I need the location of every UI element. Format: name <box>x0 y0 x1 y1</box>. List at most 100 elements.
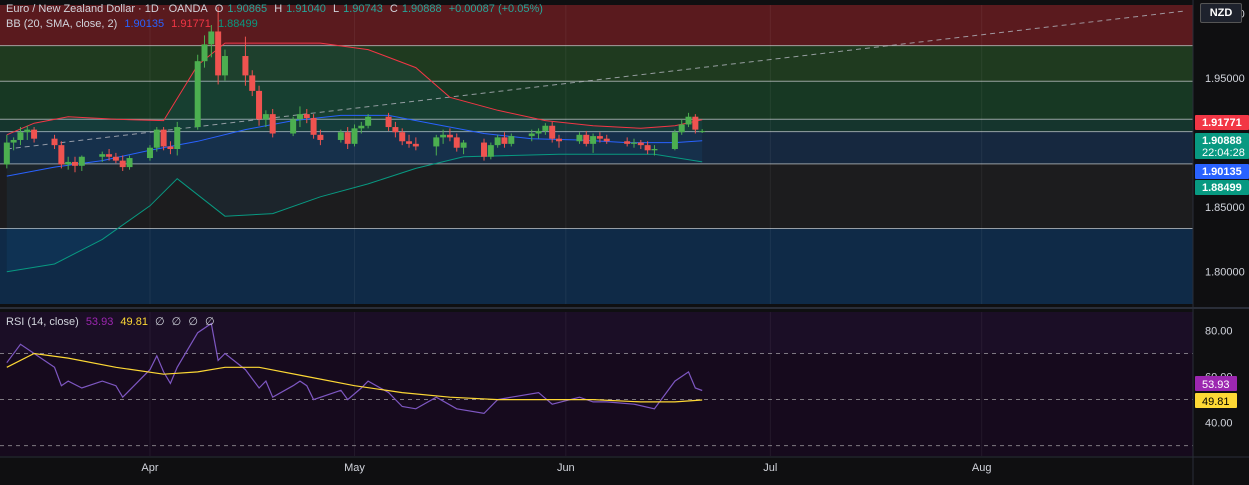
bb-lower-line <box>6 153 703 273</box>
candle-body <box>344 132 351 144</box>
bb-label: BB (20, SMA, close, 2) <box>6 18 118 30</box>
candle <box>453 133 460 152</box>
high-label: H <box>274 3 283 15</box>
candle <box>692 114 699 134</box>
candle <box>310 114 317 139</box>
time-tick-label: Jun <box>557 462 575 474</box>
candle <box>501 132 508 148</box>
high-value: 1.91040 <box>286 3 326 15</box>
bb-basis-line <box>6 114 703 177</box>
price-tag-label: 1.90135 <box>1202 166 1242 178</box>
bb-basis-value: 1.90135 <box>124 18 165 30</box>
rsi-ma-value: 49.81 <box>120 316 148 328</box>
rsi-extra: ∅ <box>188 316 198 328</box>
bb-lower-value: 1.88499 <box>217 18 258 30</box>
candle <box>146 145 153 161</box>
candle-body <box>481 142 488 157</box>
candle-body <box>290 119 297 134</box>
candle-body <box>337 132 344 140</box>
bb-upper-value: 1.91771 <box>171 18 211 30</box>
price-tag-box <box>1195 133 1249 159</box>
candle <box>385 112 392 131</box>
price-tag-label: 1.88499 <box>1202 182 1242 194</box>
rsi-legend[interactable]: RSI (14, close) 53.93 49.81 ∅ ∅ ∅ ∅ <box>6 315 219 328</box>
rsi-extra: ∅ <box>171 316 182 328</box>
candle <box>153 127 160 152</box>
candle <box>119 155 126 171</box>
price-tick-label: 1.95000 <box>1205 73 1245 85</box>
candle <box>3 134 10 169</box>
candle <box>174 121 181 156</box>
candle-body <box>453 137 460 148</box>
candle-body <box>651 149 658 151</box>
candle-body <box>494 137 501 146</box>
candle <box>583 130 590 147</box>
candle-body <box>269 114 276 134</box>
rsi-tag-box <box>1195 376 1237 391</box>
candle-body <box>106 154 113 157</box>
price-tag-label: 1.91771 <box>1202 117 1242 129</box>
candle <box>624 137 631 147</box>
candle-body <box>24 129 31 133</box>
price-zone <box>0 45 1193 82</box>
candle <box>358 121 365 134</box>
rsi-extra: ∅ <box>155 316 165 328</box>
candle-body <box>119 160 126 168</box>
candle <box>460 139 467 155</box>
bb-legend[interactable]: BB (20, SMA, close, 2) 1.90135 1.91771 1… <box>6 18 262 30</box>
candle-body <box>310 118 317 135</box>
rsi-tick-label: 80.00 <box>1205 325 1233 337</box>
candle-body <box>153 129 160 148</box>
candle <box>494 134 501 148</box>
candle <box>651 145 658 156</box>
rsi-tag-box <box>1195 393 1237 408</box>
candle-body <box>433 137 440 147</box>
open-value: 1.90865 <box>227 3 268 15</box>
ohlc-high: H 1.91040 <box>274 3 326 15</box>
candle-body <box>262 114 269 120</box>
candle <box>699 129 706 133</box>
candle-body <box>406 141 413 144</box>
rsi-tag-label: 49.81 <box>1202 396 1230 408</box>
candle <box>556 134 563 148</box>
candle <box>344 127 351 150</box>
price-zone <box>0 119 1193 132</box>
candle-body <box>249 75 256 91</box>
candle <box>433 134 440 156</box>
candle <box>412 137 419 151</box>
bb-upper-line <box>6 42 703 136</box>
candle-body <box>160 129 167 147</box>
candle-body <box>678 124 685 133</box>
candle <box>337 129 344 143</box>
candle <box>106 149 113 161</box>
candle <box>549 121 556 143</box>
close-label: C <box>389 3 398 15</box>
currency-button[interactable]: NZD <box>1200 3 1242 23</box>
time-tick-label: May <box>344 462 365 474</box>
candle-body <box>78 156 85 166</box>
candle-body <box>603 138 610 142</box>
candle-body <box>692 116 699 130</box>
symbol-legend[interactable]: Euro / New Zealand Dollar · 1D · OANDA O… <box>6 3 547 15</box>
candle-body <box>542 125 549 131</box>
candle <box>221 49 228 81</box>
candle-body <box>392 127 399 133</box>
close-value: 1.90888 <box>401 3 442 15</box>
candle <box>630 138 637 148</box>
candle-body <box>58 145 65 165</box>
candle-body <box>644 145 651 151</box>
candle-body <box>242 56 249 76</box>
candle <box>215 6 222 85</box>
price-tag-label: 1.90888 <box>1202 135 1242 147</box>
candle-body <box>699 131 706 133</box>
candle-body <box>460 142 467 148</box>
candle-body <box>99 154 106 157</box>
candle <box>262 110 269 128</box>
price-tag: 1.88499 <box>1195 180 1249 195</box>
candle-body <box>215 31 222 76</box>
candle <box>576 132 583 144</box>
candle <box>317 129 324 146</box>
candle-body <box>208 31 215 45</box>
candle-body <box>351 128 358 144</box>
